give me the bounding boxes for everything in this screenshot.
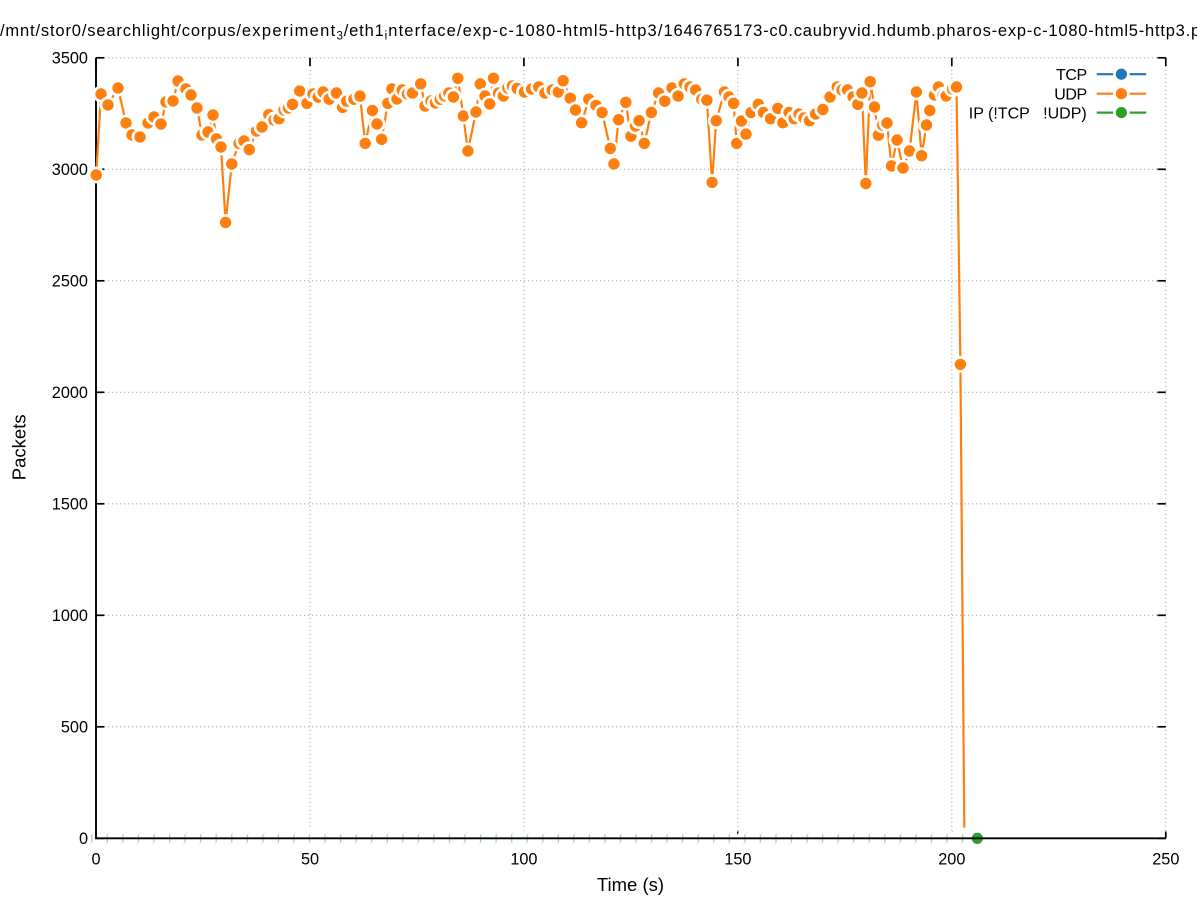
svg-text:250: 250 (1152, 850, 1179, 868)
svg-text:2000: 2000 (52, 384, 88, 402)
svg-text:UDP: UDP (1054, 86, 1086, 103)
svg-text:100: 100 (510, 850, 537, 868)
svg-text:TCP: TCP (1056, 67, 1087, 84)
svg-text:2500: 2500 (52, 273, 88, 291)
svg-text:500: 500 (61, 719, 88, 737)
svg-text:200: 200 (938, 850, 965, 868)
svg-text:3500: 3500 (52, 50, 88, 68)
svg-text:Packets: Packets (9, 414, 30, 480)
svg-text:50: 50 (301, 850, 319, 868)
svg-text:Time (s): Time (s) (597, 874, 664, 895)
svg-text:150: 150 (724, 850, 751, 868)
svg-text:1500: 1500 (52, 496, 88, 514)
svg-text:0: 0 (79, 830, 88, 848)
svg-text:/mnt/stor0/searchlight/corpus/: /mnt/stor0/searchlight/corpus/experiment… (0, 22, 1197, 43)
svg-text:0: 0 (91, 850, 100, 868)
svg-text:3000: 3000 (52, 161, 88, 179)
svg-text:1000: 1000 (52, 607, 88, 625)
svg-text:IP (!TCP !UDP): IP (!TCP !UDP) (969, 105, 1087, 122)
